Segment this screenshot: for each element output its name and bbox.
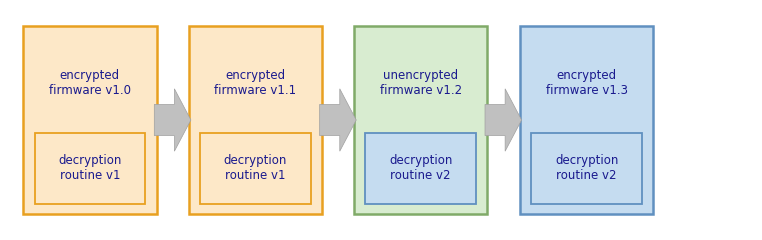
Polygon shape: [154, 89, 190, 151]
FancyBboxPatch shape: [35, 133, 145, 204]
Polygon shape: [485, 89, 521, 151]
Text: decryption
routine v2: decryption routine v2: [389, 154, 453, 182]
Text: encrypted
firmware v1.1: encrypted firmware v1.1: [214, 69, 296, 96]
FancyBboxPatch shape: [366, 133, 475, 204]
Text: decryption
routine v1: decryption routine v1: [223, 154, 287, 182]
Text: decryption
routine v1: decryption routine v1: [58, 154, 122, 182]
FancyBboxPatch shape: [354, 26, 488, 214]
Text: unencrypted
firmware v1.2: unencrypted firmware v1.2: [379, 69, 462, 96]
FancyBboxPatch shape: [532, 133, 642, 204]
Text: encrypted
firmware v1.3: encrypted firmware v1.3: [546, 69, 628, 96]
Text: encrypted
firmware v1.0: encrypted firmware v1.0: [49, 69, 131, 96]
FancyBboxPatch shape: [189, 26, 322, 214]
FancyBboxPatch shape: [23, 26, 156, 214]
Polygon shape: [320, 89, 356, 151]
FancyBboxPatch shape: [520, 26, 653, 214]
Text: decryption
routine v2: decryption routine v2: [555, 154, 619, 182]
FancyBboxPatch shape: [200, 133, 311, 204]
